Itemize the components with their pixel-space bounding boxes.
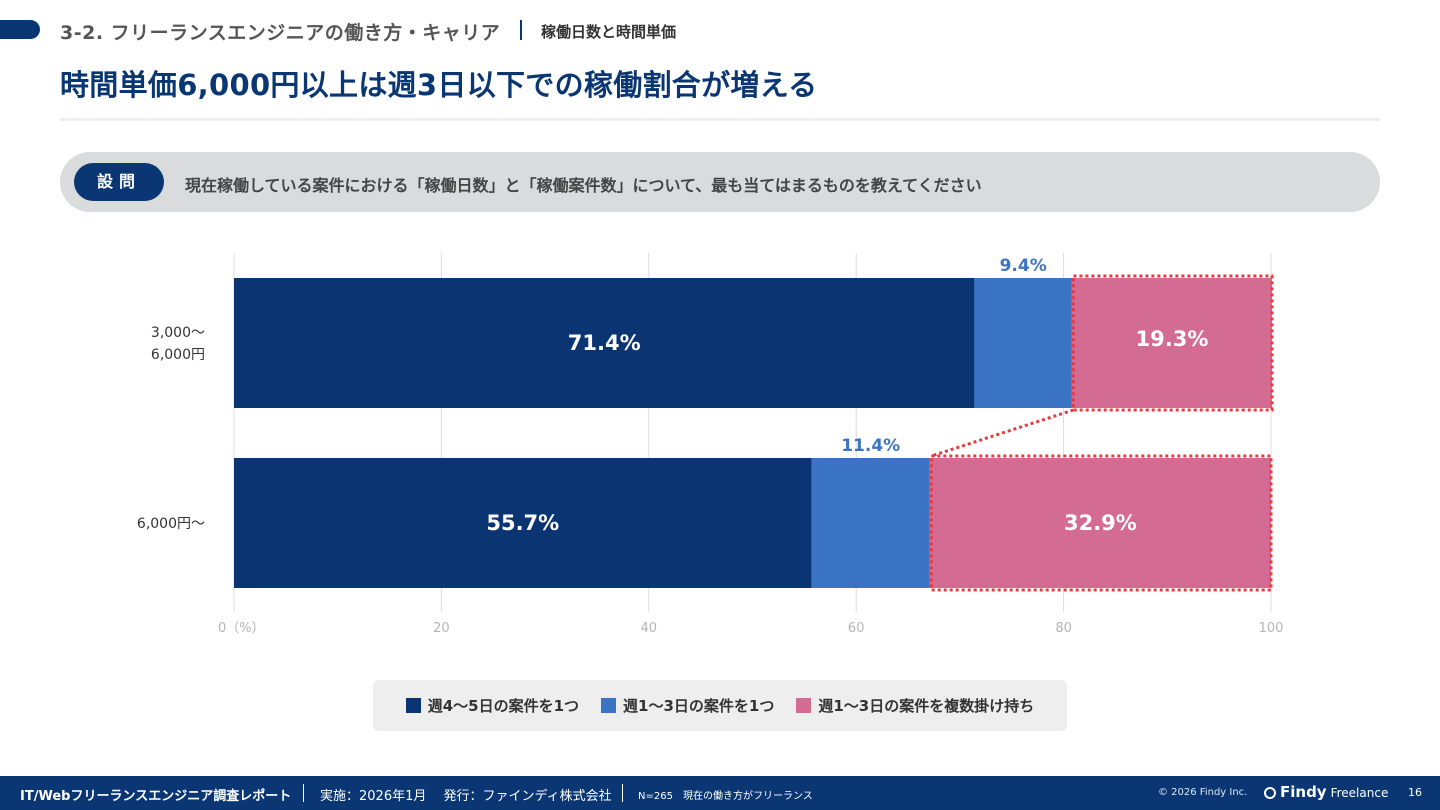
highlight-box xyxy=(929,454,1273,592)
bar-segment xyxy=(1071,278,1273,408)
legend-label: 週1～3日の案件を複数掛け持ち xyxy=(818,697,1035,715)
data-label: 71.4% xyxy=(568,331,641,355)
x-tick-label: 20 xyxy=(433,621,450,636)
x-tick-label: 60 xyxy=(848,621,865,636)
x-tick-label: 80 xyxy=(1055,621,1072,636)
legend-item: 週1～3日の案件を複数掛け持ち xyxy=(796,695,1034,716)
section-divider xyxy=(520,20,522,40)
footer-report-title: IT/Webフリーランスエンジニア調査レポート xyxy=(20,789,292,804)
question-badge: 設問 xyxy=(74,163,164,201)
section-subtitle: 稼働日数と時間単価 xyxy=(541,23,677,41)
findy-logo-icon xyxy=(1264,787,1276,799)
legend-label: 週1～3日の案件を1つ xyxy=(623,697,775,715)
bar-segment xyxy=(929,458,1271,588)
bar-segment xyxy=(811,458,930,588)
bar-segment xyxy=(974,278,1072,408)
data-label: 9.4% xyxy=(1000,256,1047,276)
highlight-connector xyxy=(930,408,1074,458)
page-title: 時間単価6,000円以上は週3日以下での稼働割合が増える xyxy=(60,68,818,102)
legend-swatch xyxy=(405,698,421,713)
highlight-box xyxy=(1071,274,1274,412)
footer: IT/Webフリーランスエンジニア調査レポート 実施：2026年1月 発行：ファ… xyxy=(0,776,1440,810)
footer-brand: Findy Freelance xyxy=(1264,783,1388,801)
x-tick-label: 100 xyxy=(1259,621,1284,636)
category-label: 6,000円 xyxy=(151,347,205,363)
legend-label: 週4～5日の案件を1つ xyxy=(427,697,580,715)
chart-legend: 週4～5日の案件を1つ 週1～3日の案件を1つ 週1～3日の案件を複数掛け持ち xyxy=(373,680,1067,731)
category-label: 6,000円～ xyxy=(137,516,205,532)
brand-sub: Freelance xyxy=(1330,786,1389,800)
x-tick-label: 0（%） xyxy=(218,621,265,636)
legend-swatch xyxy=(601,698,617,713)
page-number: 16 xyxy=(1408,786,1422,799)
legend-item: 週1～3日の案件を1つ xyxy=(601,695,774,716)
footer-implementation: 実施：2026年1月 発行：ファインディ株式会社 xyxy=(320,789,612,804)
data-label: 19.3% xyxy=(1136,327,1209,351)
legend-swatch xyxy=(796,698,812,713)
question-box xyxy=(60,152,1380,212)
question-text: 現在稼働している案件における「稼働日数」と「稼働案件数」について、最も当てはまる… xyxy=(185,176,982,195)
x-tick-label: 40 xyxy=(641,621,658,636)
title-divider xyxy=(60,118,1380,121)
bar-segment xyxy=(234,278,975,408)
footer-divider xyxy=(303,784,304,802)
section-marker xyxy=(0,20,40,39)
footer-divider xyxy=(622,784,623,802)
brand-name: Findy xyxy=(1280,783,1327,801)
data-label: 32.9% xyxy=(1064,511,1137,535)
footer-note: N=265 現在の働き方がフリーランス xyxy=(638,791,813,802)
data-label: 11.4% xyxy=(841,436,900,456)
section-title: 3-2. フリーランスエンジニアの働き方・キャリア xyxy=(60,22,501,44)
footer-copyright: © 2026 Findy Inc. xyxy=(1158,787,1248,798)
legend-item: 週4～5日の案件を1つ xyxy=(405,695,580,716)
bar-segment xyxy=(234,458,812,588)
category-label: 3,000～ xyxy=(151,325,205,341)
data-label: 55.7% xyxy=(486,511,559,535)
